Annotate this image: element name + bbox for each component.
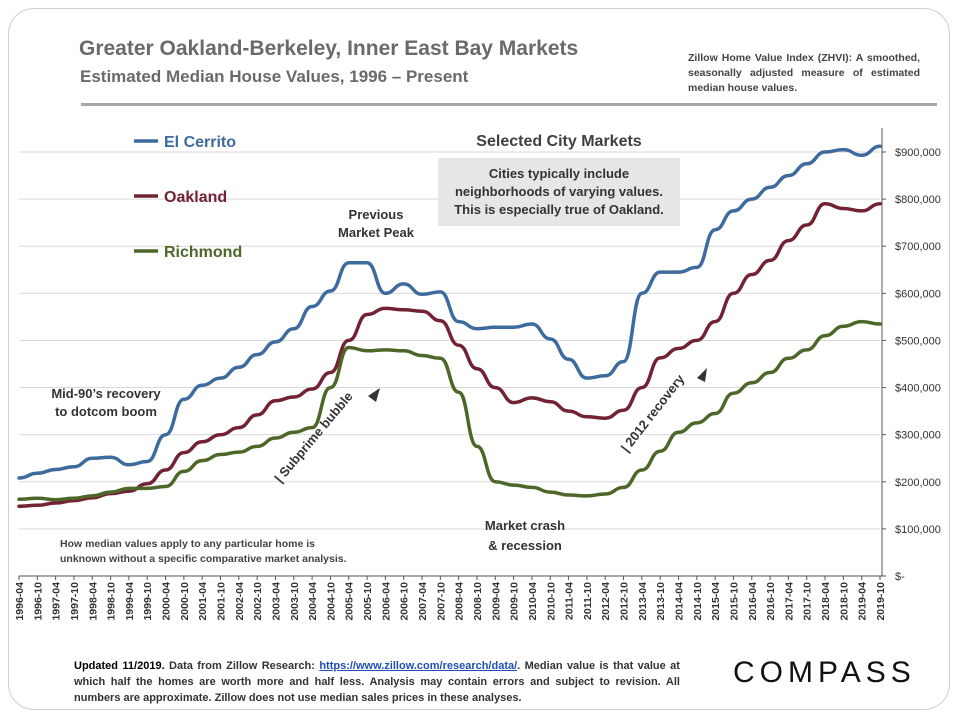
x-tick-label: 2017-10 — [802, 582, 814, 621]
x-tick-label: 2006-04 — [380, 582, 392, 621]
x-tick-label: 2004-10 — [325, 582, 337, 621]
footer-disclaimer: . Median value is that value at which ha… — [74, 660, 680, 704]
y-tick-label: $600,000 — [895, 288, 941, 300]
x-tick-label: 2003-10 — [289, 582, 301, 621]
footer-updated: Updated 11/2019. — [74, 660, 165, 672]
x-axis-labels: 1996-04 1996-10 1997-04 1997-10 1998-04 1998-… — [14, 576, 887, 621]
annotation-box-line: neighborhoods of varying values. — [455, 184, 663, 199]
recovery-arrow-icon — [697, 368, 707, 382]
annotation-previous-peak: Previous — [349, 207, 404, 222]
y-tick-label: $100,000 — [895, 524, 941, 536]
x-tick-label: 2001-10 — [216, 582, 228, 621]
x-tick-label: 2018-10 — [838, 582, 850, 621]
x-tick-label: 2003-04 — [270, 582, 282, 621]
page-title: Greater Oakland-Berkeley, Inner East Bay… — [79, 37, 579, 60]
x-tick-label: 2016-10 — [765, 582, 777, 621]
y-tick-label: $700,000 — [895, 241, 941, 253]
y-tick-label: $300,000 — [895, 430, 941, 442]
legend-label-oakland: Oakland — [164, 189, 227, 206]
x-tick-label: 2019-10 — [875, 582, 887, 621]
x-tick-label: 2007-04 — [417, 582, 429, 621]
x-tick-label: 2007-10 — [435, 582, 447, 621]
annotation-crash: & recession — [488, 538, 562, 553]
annotation-mid90s: to dotcom boom — [55, 404, 157, 419]
legend-label-el-cerrito: El Cerrito — [164, 134, 236, 151]
x-tick-label: 2017-04 — [783, 582, 795, 621]
annotation-2012-recovery: | 2012 recovery — [618, 371, 688, 455]
x-tick-label: 2015-04 — [710, 582, 722, 621]
x-tick-label: 2004-04 — [307, 582, 319, 621]
annotation-box-line: Cities typically include — [489, 166, 629, 181]
series-line-richmond — [17, 319, 882, 502]
x-tick-label: 2000-10 — [179, 582, 191, 621]
x-tick-label: 1998-10 — [106, 582, 118, 621]
x-tick-label: 2011-10 — [582, 582, 594, 620]
x-tick-label: 2005-10 — [362, 582, 374, 621]
x-tick-label: 1998-04 — [87, 582, 99, 621]
x-tick-label: 2002-10 — [252, 582, 264, 621]
x-tick-label: 1996-04 — [14, 582, 26, 621]
x-tick-label: 2013-04 — [637, 582, 649, 621]
x-tick-label: 1997-10 — [69, 582, 81, 621]
disclaimer-note: unknown without a specific comparative m… — [60, 553, 347, 565]
y-tick-label: $800,000 — [895, 194, 941, 206]
disclaimer-note: How median values apply to any particula… — [60, 538, 315, 550]
page-subtitle: Estimated Median House Values, 1996 – Pr… — [80, 67, 469, 86]
x-tick-label: 2008-04 — [454, 582, 466, 621]
x-tick-label: 1999-04 — [124, 582, 136, 621]
zhvi-definition: Zillow Home Value Index (ZHVI): A smooth… — [688, 52, 920, 94]
x-tick-label: 2001-04 — [197, 582, 209, 621]
x-tick-label: 2012-10 — [619, 582, 631, 621]
annotation-box — [438, 158, 680, 226]
annotation-mid90s: Mid-90’s recovery — [51, 386, 161, 401]
x-tick-label: 1999-10 — [142, 582, 154, 621]
x-tick-label: 2011-04 — [564, 582, 576, 620]
x-tick-label: 2016-04 — [747, 582, 759, 621]
x-tick-label: 2010-10 — [545, 582, 557, 621]
x-tick-label: 2018-04 — [820, 582, 832, 621]
subprime-arrow-icon — [368, 388, 380, 402]
x-tick-label: 2008-10 — [472, 582, 484, 621]
title-divider — [81, 103, 937, 106]
x-tick-label: 2009-10 — [509, 582, 521, 621]
x-tick-label: 2009-04 — [490, 582, 502, 621]
series-line-oakland — [17, 202, 882, 509]
x-tick-label: 2012-04 — [600, 582, 612, 621]
x-tick-label: 1996-10 — [32, 582, 44, 621]
y-tick-label: $500,000 — [895, 335, 941, 347]
compass-logo: COMPASS — [733, 656, 916, 689]
y-axis-labels: $- $100,000 $200,000 $300,000 $400,000 $500,0… — [895, 147, 941, 583]
series-line-el-cerrito — [17, 144, 882, 480]
x-tick-label: 2000-04 — [161, 582, 173, 621]
x-tick-label: 2013-10 — [655, 582, 667, 621]
series-lines — [17, 144, 882, 509]
annotation-crash: Market crash — [485, 518, 565, 533]
x-tick-label: 2002-04 — [234, 582, 246, 621]
x-tick-label: 2014-10 — [692, 582, 704, 621]
legend-label-richmond: Richmond — [164, 244, 242, 261]
footer-note: Updated 11/2019. Data from Zillow Resear… — [74, 658, 680, 706]
x-tick-label: 2010-04 — [527, 582, 539, 621]
x-tick-label: 2006-10 — [399, 582, 411, 621]
zillow-research-link[interactable]: https://www.zillow.com/research/data/ — [319, 660, 518, 672]
y-tick-label: $- — [895, 571, 905, 583]
slide-frame — [8, 8, 950, 710]
x-tick-label: 1997-04 — [51, 582, 63, 621]
footer-source: Data from Zillow Research: — [164, 660, 320, 672]
y-tick-label: $900,000 — [895, 147, 941, 159]
x-tick-label: 2019-04 — [857, 582, 869, 621]
chart-title: Selected City Markets — [476, 133, 642, 150]
y-tick-label: $200,000 — [895, 477, 941, 489]
annotation-box-line: This is especially true of Oakland. — [454, 202, 664, 217]
legend: El Cerrito Oakland Richmond — [134, 134, 242, 261]
x-tick-label: 2014-04 — [673, 582, 685, 621]
annotation-previous-peak: Market Peak — [338, 225, 415, 240]
x-tick-label: 2005-04 — [344, 582, 356, 621]
y-tick-label: $400,000 — [895, 383, 941, 395]
x-tick-label: 2015-10 — [728, 582, 740, 621]
